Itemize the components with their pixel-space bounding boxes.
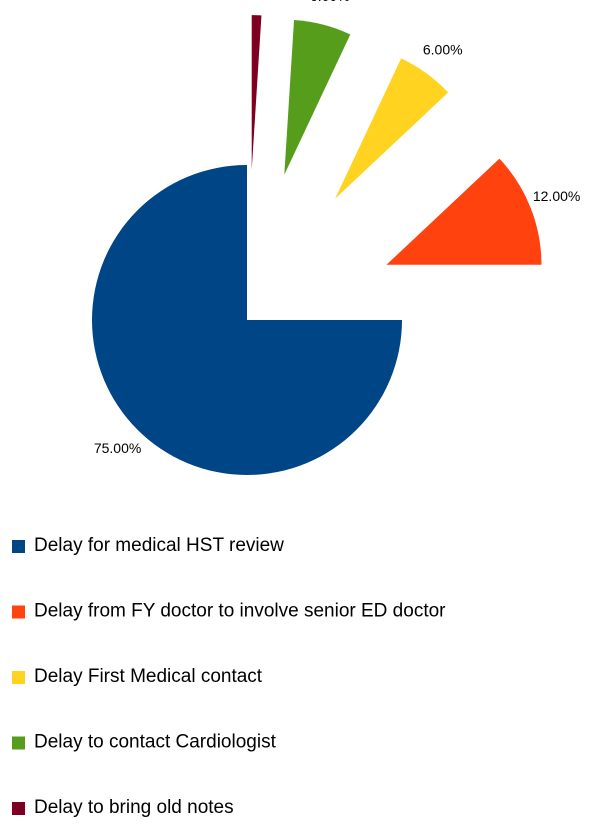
pie-slice [386, 158, 542, 265]
legend-label: Delay First Medical contact [34, 666, 263, 687]
legend-label: Delay to bring old notes [34, 797, 234, 818]
slice-label: 75.00% [94, 440, 141, 456]
legend-label: Delay to contact Cardiologist [34, 732, 277, 753]
legend-swatch [12, 671, 25, 684]
legend-label: Delay for medical HST review [34, 535, 284, 556]
slice-label: 12.00% [533, 188, 580, 204]
slice-label: 6.00% [423, 41, 463, 57]
legend-swatch [12, 605, 25, 619]
pie-slice [251, 15, 262, 171]
slice-label: 6.00% [310, 0, 350, 4]
legend-swatch [12, 736, 25, 750]
pie-slice [92, 165, 402, 475]
pie-slice [335, 58, 449, 199]
legend-swatch [12, 540, 25, 553]
legend-label: Delay from FY doctor to involve senior E… [34, 601, 446, 622]
legend-swatch [12, 802, 25, 815]
pie-slice [284, 20, 351, 175]
